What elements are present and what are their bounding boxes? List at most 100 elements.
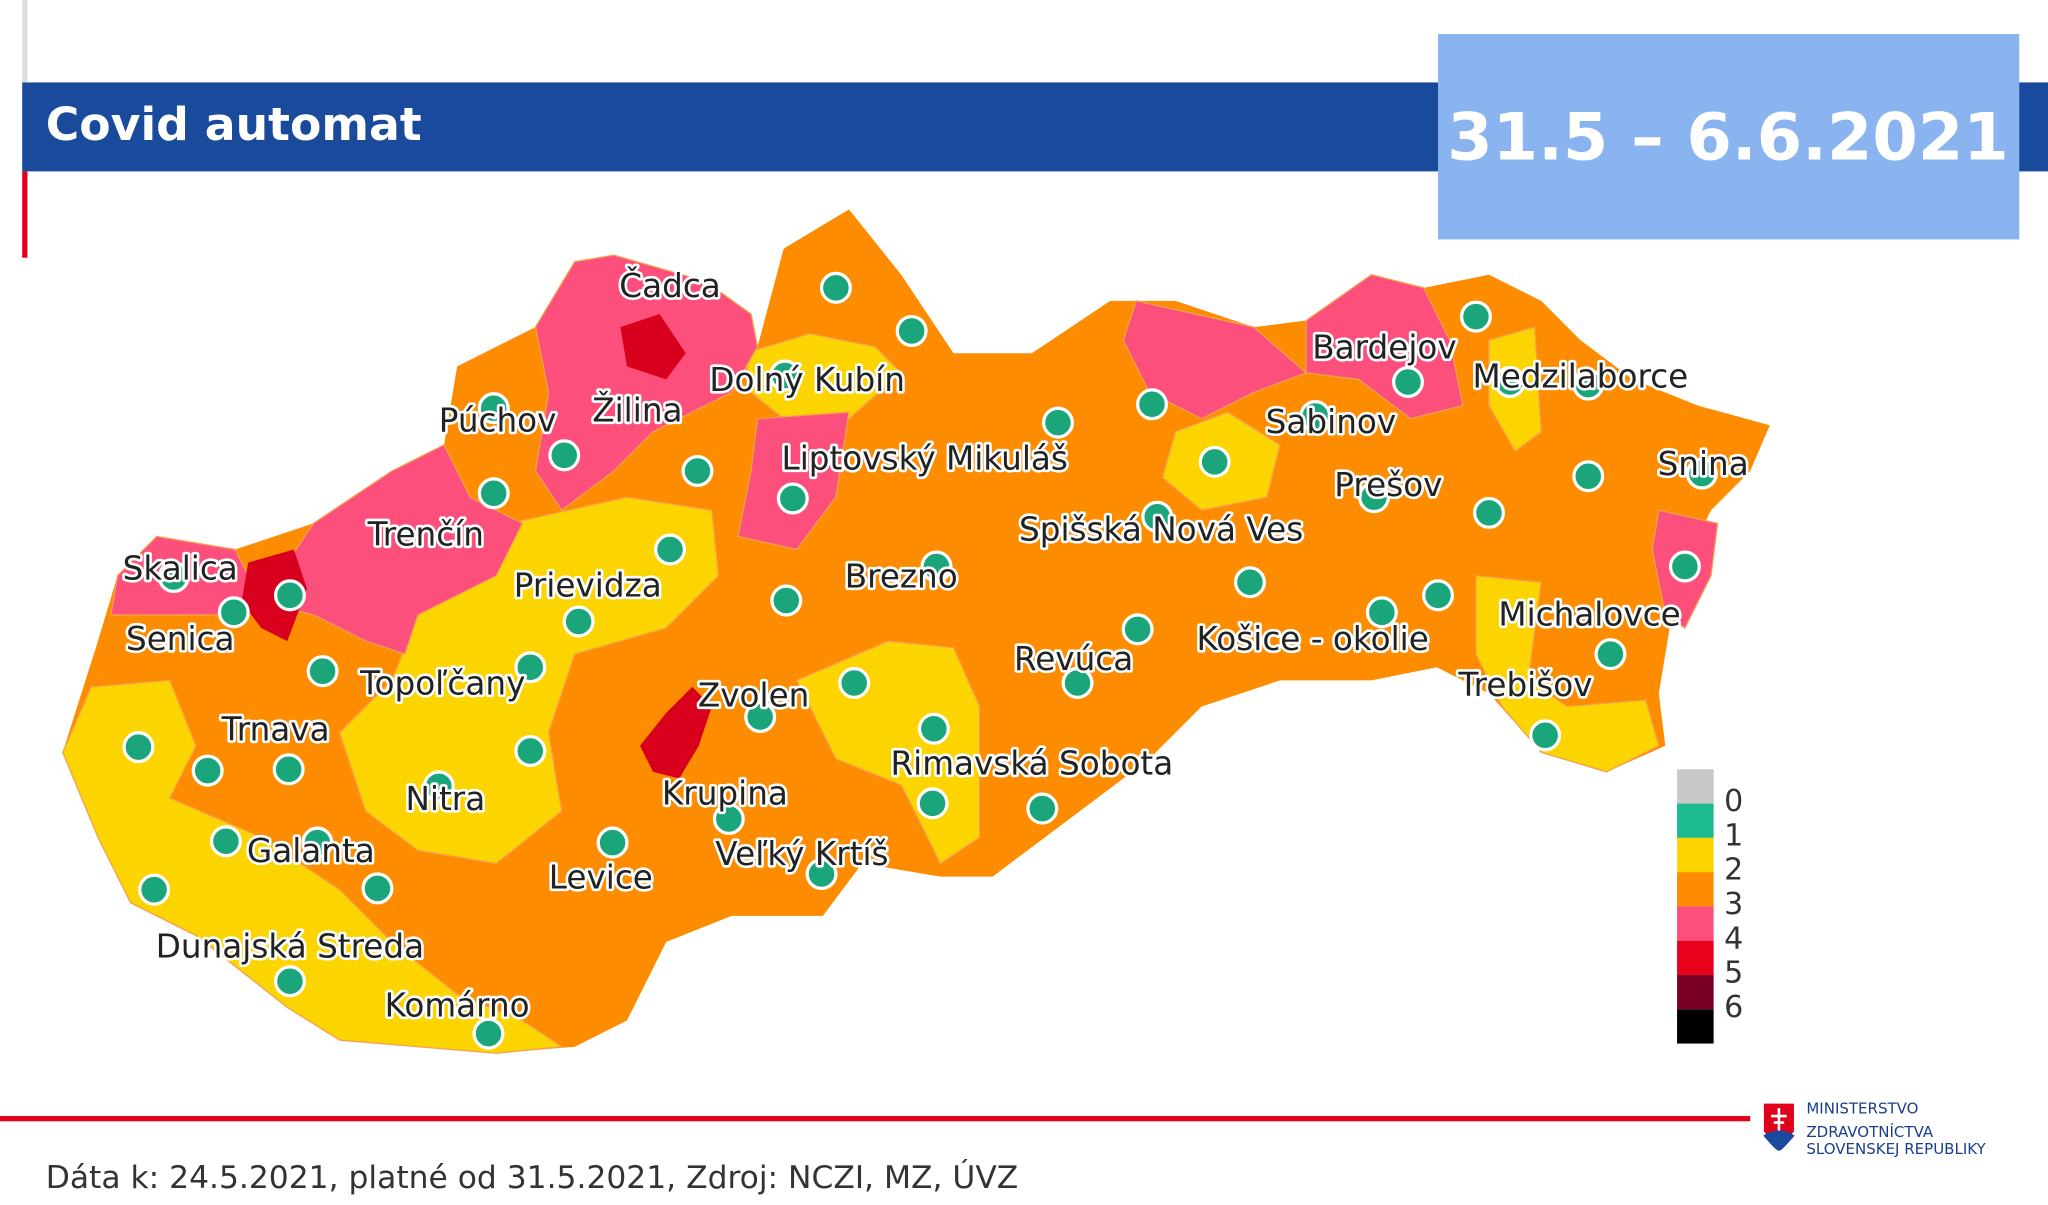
district-marker — [548, 439, 581, 472]
district-label: Veľký Krtíš — [715, 835, 888, 873]
district-label: Galanta — [247, 832, 375, 870]
district-marker — [122, 731, 155, 764]
district-labels: Čadca Dolný Kubín Púchov Žilina Liptovský Mi… — [120, 263, 1751, 1027]
district-marker — [776, 482, 809, 515]
district-label: Topoľčany — [359, 665, 525, 703]
logo-line: SLOVENSKEJ REPUBLIKY — [1806, 1140, 1986, 1158]
district-marker — [916, 787, 949, 820]
legend-swatch — [1677, 1009, 1714, 1044]
legend-label: 4 — [1724, 921, 1743, 956]
district-markers — [122, 271, 1718, 1050]
district-marker — [917, 712, 950, 745]
district-label: Senica — [126, 620, 235, 658]
district-label: Trebišov — [1458, 666, 1593, 704]
district-label: Zvolen — [698, 676, 809, 714]
logo-line: ZDRAVOTNÍCTVA — [1806, 1122, 1934, 1141]
district-marker — [273, 965, 306, 998]
district-marker — [422, 770, 455, 803]
district-label: Revúca — [1014, 640, 1133, 678]
region — [737, 411, 850, 551]
district-label: Bardejov — [1312, 328, 1456, 366]
district-marker — [805, 857, 838, 891]
district-marker — [1136, 388, 1168, 421]
legend-swatch — [1677, 974, 1714, 1010]
district-marker — [744, 700, 777, 734]
accent-gray — [22, 0, 28, 83]
district-label: Prešov — [1334, 466, 1442, 504]
district-marker — [514, 651, 547, 684]
date-range: 31.5 – 6.6.2021 — [1447, 100, 2009, 176]
district-label: Krupina — [662, 775, 788, 813]
region — [640, 686, 712, 779]
district-label: Brezno — [845, 557, 958, 595]
district-marker — [1141, 500, 1174, 533]
district-label: Trnava — [221, 711, 330, 749]
region — [1122, 300, 1308, 420]
legend-swatch — [1677, 837, 1714, 873]
region — [1475, 574, 1660, 773]
district-marker — [1459, 300, 1492, 333]
legend-label: 3 — [1724, 887, 1743, 922]
district-label: Sabinov — [1266, 403, 1396, 441]
district-marker — [1358, 481, 1391, 514]
legend-label: 5 — [1724, 956, 1743, 991]
district-marker — [1572, 368, 1605, 401]
district-marker — [514, 734, 547, 768]
district-marker — [301, 826, 334, 859]
district-label: Spišská Nová Ves — [1019, 510, 1303, 548]
district-marker — [273, 579, 306, 612]
district-marker — [1041, 406, 1074, 439]
district-marker — [157, 560, 190, 594]
district-marker — [1529, 719, 1562, 752]
district-label: Trenčín — [367, 516, 484, 554]
district-marker — [1392, 366, 1424, 399]
district-marker — [1026, 792, 1059, 825]
legend-label: 6 — [1724, 990, 1743, 1025]
ministry-logo: MINISTERSTVO ZDRAVOTNÍCTVA SLOVENSKEJ RE… — [1762, 1099, 1987, 1158]
district-marker — [1061, 666, 1094, 699]
district-label: Medzilaborce — [1473, 357, 1689, 395]
district-marker — [562, 605, 595, 638]
legend-swatch — [1677, 872, 1714, 907]
district-marker — [217, 596, 250, 629]
district-label: Skalica — [123, 550, 238, 588]
district-label: Košice - okolie — [1197, 620, 1429, 658]
logo-hills — [1763, 1130, 1795, 1151]
district-marker — [596, 826, 629, 859]
region — [534, 254, 759, 512]
title: Covid automat — [46, 98, 422, 151]
region — [620, 314, 686, 380]
district-marker — [1668, 550, 1701, 583]
district-marker — [209, 825, 242, 858]
footer-source: Dáta k: 24.5.2021, platné od 31.5.2021, … — [46, 1157, 1019, 1196]
district-marker — [1572, 460, 1605, 493]
district-marker — [1198, 445, 1231, 478]
district-marker — [712, 803, 745, 836]
district-label: Komárno — [385, 987, 530, 1025]
legend-swatch — [1677, 769, 1714, 804]
district-marker — [1472, 496, 1505, 529]
district-marker — [1299, 400, 1332, 433]
district-marker — [477, 392, 510, 425]
district-label: Rimavská Sobota — [890, 745, 1173, 783]
district-label: Liptovský Mikuláš — [782, 440, 1068, 478]
district-marker — [1493, 366, 1526, 399]
footer-line — [0, 1116, 1751, 1122]
district-marker — [838, 666, 871, 699]
legend-label: 1 — [1724, 818, 1743, 853]
logo-cross — [1771, 1108, 1787, 1135]
district-marker — [895, 314, 928, 348]
logo-line: MINISTERSTVO — [1806, 1099, 1918, 1117]
district-marker — [920, 550, 953, 583]
legend-swatch — [1677, 906, 1714, 941]
district-label: Žilina — [592, 391, 682, 429]
district-marker — [472, 1017, 505, 1050]
district-label: Púchov — [439, 402, 557, 440]
district-marker — [1121, 613, 1154, 646]
district-marker — [306, 655, 339, 688]
district-marker — [681, 454, 714, 488]
legend-label: 2 — [1724, 853, 1743, 888]
